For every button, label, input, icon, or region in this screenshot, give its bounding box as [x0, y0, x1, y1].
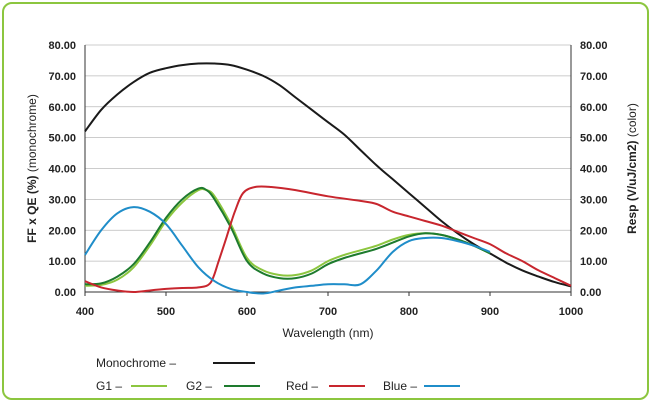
legend-label: G2 – — [186, 379, 212, 393]
series-line-blue — [84, 206, 491, 295]
y-right-tick-label: 60.00 — [580, 102, 608, 114]
x-axis-title: Wavelength (nm) — [283, 326, 374, 340]
y-right-tick-label: 0.00 — [580, 287, 601, 299]
y-left-tick-label: 0.00 — [55, 287, 76, 299]
series-lines — [84, 62, 572, 295]
y-right-tick-label: 10.00 — [580, 256, 608, 268]
y-left-tick-label: 10.00 — [48, 256, 76, 268]
axis-titles: Wavelength (nm) FF x QE (%) (monochrome)… — [25, 94, 639, 340]
legend-label: G1 – — [96, 379, 122, 393]
y-left-tick-label: 60.00 — [48, 102, 76, 114]
legend-label: Blue – — [383, 379, 417, 393]
y-left-axis-title: FF x QE (%) (monochrome) — [25, 94, 39, 243]
y-left-tick-label: 30.00 — [48, 194, 76, 206]
x-tick-label: 900 — [481, 306, 499, 318]
y-left-title-bold: FF x QE (%) — [25, 176, 39, 243]
x-tick-label: 800 — [400, 306, 418, 318]
legend: Monochrome – G1 – G2 – Red – Blue – — [96, 356, 460, 393]
y-left-tick-label: 20.00 — [48, 225, 76, 237]
chart-frame — [2, 2, 649, 400]
axes — [84, 45, 572, 296]
y-right-title-bold: Resp (V/uJ/cm2) — [625, 140, 639, 233]
y-right-tick-label: 20.00 — [580, 225, 608, 237]
series-line-g2 — [84, 186, 491, 286]
y-left-tick-label: 70.00 — [48, 71, 76, 83]
y-right-tick-label: 80.00 — [580, 40, 608, 52]
y-left-tick-label: 50.00 — [48, 133, 76, 145]
y-right-axis-title: Resp (V/uJ/cm2) (color) — [625, 103, 639, 234]
y-right-title-normal: (color) — [625, 103, 639, 140]
y-right-tick-label: 30.00 — [580, 194, 608, 206]
x-tick-label: 1000 — [559, 306, 583, 318]
series-line-monochrome — [84, 62, 572, 288]
y-left-tick-label: 80.00 — [48, 40, 76, 52]
x-tick-label: 600 — [238, 306, 256, 318]
x-tick-label: 500 — [157, 306, 175, 318]
y-right-tick-label: 40.00 — [580, 164, 608, 176]
grid-lines — [85, 44, 571, 262]
y-right-tick-label: 70.00 — [580, 71, 608, 83]
y-right-tick-label: 50.00 — [580, 133, 608, 145]
y-left-tick-label: 40.00 — [48, 164, 76, 176]
x-tick-label: 700 — [319, 306, 337, 318]
series-line-red — [84, 185, 572, 293]
legend-label: Red – — [286, 379, 318, 393]
tick-labels: 0.00 0.00 10.00 10.00 20.00 20.00 30.00 30.00 40… — [48, 40, 607, 318]
x-tick-label: 400 — [76, 306, 94, 318]
legend-label: Monochrome – — [96, 356, 176, 370]
y-left-title-normal: (monochrome) — [25, 94, 39, 175]
